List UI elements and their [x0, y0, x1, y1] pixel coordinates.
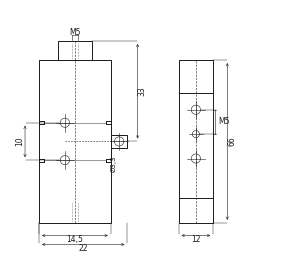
Bar [179, 60, 213, 223]
Bar [111, 135, 127, 147]
Text: Ø3,3: Ø3,3 [111, 155, 117, 172]
Text: M5: M5 [218, 118, 229, 126]
Text: 10: 10 [15, 137, 24, 146]
Text: 14,5: 14,5 [67, 235, 83, 244]
Text: 22: 22 [78, 244, 88, 253]
Bar [39, 60, 111, 223]
Text: M5: M5 [69, 28, 81, 37]
Bar [58, 41, 92, 60]
Text: 12: 12 [191, 235, 201, 244]
Text: 66: 66 [227, 136, 236, 146]
Text: 33: 33 [138, 86, 147, 96]
